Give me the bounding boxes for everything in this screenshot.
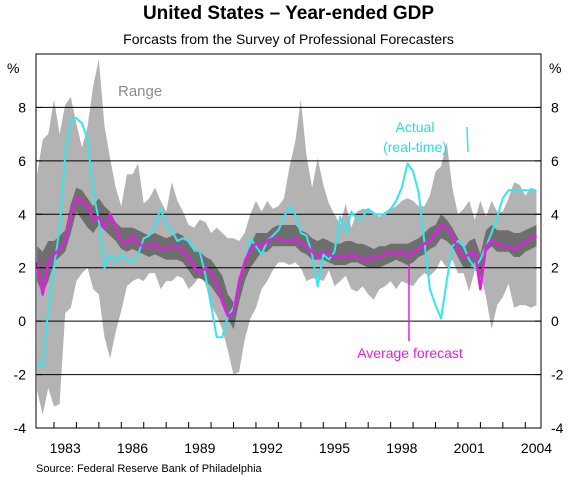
chart-subtitle: Forcasts from the Survey of Professional…: [123, 31, 454, 47]
y-tick-label-right: 2: [551, 260, 559, 276]
y-tick-label-left: 8: [18, 99, 26, 115]
y-tick-label-right: -2: [551, 367, 564, 383]
y-tick-label-left: 6: [18, 153, 26, 169]
tick-labels: -4 -4 -2 -2 0 0 2 2 4 4 6 6 8 8 1983 1986 1989 1992 1995 19…: [14, 99, 564, 456]
average-label: Average forecast: [357, 345, 463, 361]
y-tick-label-left: -4: [14, 420, 27, 436]
actual-label-line2: (real-time): [383, 139, 447, 155]
tick-marks: [36, 106, 541, 429]
x-tick-label: 2004: [521, 440, 552, 456]
y-tick-label-left: 0: [18, 313, 26, 329]
y-tick-label-right: 4: [551, 206, 559, 222]
actual-label-line1: Actual: [396, 119, 435, 135]
y-tick-label-right: 0: [551, 313, 559, 329]
y-tick-label-left: -2: [14, 367, 27, 383]
inner-range-band-layer: [37, 187, 537, 330]
x-tick-label: 1986: [117, 440, 148, 456]
inner-range-band: [37, 187, 537, 330]
y-tick-label-right: 8: [551, 99, 559, 115]
y-tick-label-right: 6: [551, 153, 559, 169]
x-tick-label: 1995: [319, 440, 350, 456]
y-tick-label-left: 2: [18, 260, 26, 276]
x-tick-label: 1992: [252, 440, 283, 456]
chart-source: Source: Federal Reserve Bank of Philadel…: [36, 463, 262, 475]
gridlines: [36, 106, 541, 376]
y-unit-left: %: [7, 60, 19, 76]
series-lines: [35, 117, 538, 368]
x-tick-label: 1998: [386, 440, 417, 456]
actual-line: [36, 117, 537, 368]
average-forecast-line: [35, 197, 538, 318]
y-unit-right: %: [549, 60, 561, 76]
actual-pointer: [466, 126, 469, 153]
plot-frame: [35, 53, 542, 429]
x-tick-label: 1989: [184, 440, 215, 456]
y-tick-label-right: -4: [551, 420, 564, 436]
y-tick-label-left: 4: [18, 206, 26, 222]
x-tick-label: 1983: [50, 440, 81, 456]
range-label: Range: [118, 83, 162, 100]
x-tick-label: 2001: [454, 440, 485, 456]
chart-title: United States – Year-ended GDP: [142, 3, 435, 24]
